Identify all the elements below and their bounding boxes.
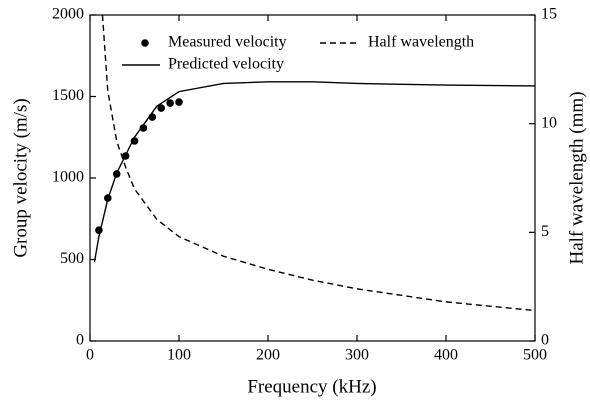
x-tick-label: 300 [345, 347, 369, 364]
x-tick-label: 100 [167, 347, 191, 364]
y-axis-label: Group velocity (m/s) [10, 98, 31, 257]
series-line [93, 81, 536, 263]
y-tick-label: 0 [76, 332, 84, 349]
y-tick-label: 2000 [52, 6, 84, 23]
x-axis-label: Frequency (kHz) [247, 376, 376, 397]
x-tick-label: 0 [86, 347, 94, 364]
y-tick-label: 1000 [52, 169, 84, 186]
y2-tick-label: 0 [541, 332, 549, 349]
x-tick-label: 400 [434, 347, 458, 364]
series-line [101, 14, 536, 312]
y2-tick-label: 10 [541, 114, 557, 131]
plot-frame [89, 14, 536, 342]
y-tick-label: 500 [60, 250, 84, 267]
data-point [157, 104, 165, 112]
data-point [175, 98, 183, 106]
data-point [130, 137, 139, 145]
data-point [166, 99, 174, 107]
y2-tick-label: 15 [541, 6, 557, 23]
data-point [139, 124, 148, 132]
legend-label: Half wavelength [368, 34, 474, 51]
legend-label: Measured velocity [168, 34, 287, 51]
x-tick-label: 500 [523, 347, 547, 364]
legend-marker [141, 39, 149, 47]
y-tick-label: 1500 [52, 87, 84, 104]
y2-axis-label: Half wavelength (mm) [566, 91, 587, 264]
x-tick-label: 200 [256, 347, 280, 364]
legend-label: Predicted velocity [168, 56, 284, 73]
y2-tick-label: 5 [541, 223, 549, 240]
